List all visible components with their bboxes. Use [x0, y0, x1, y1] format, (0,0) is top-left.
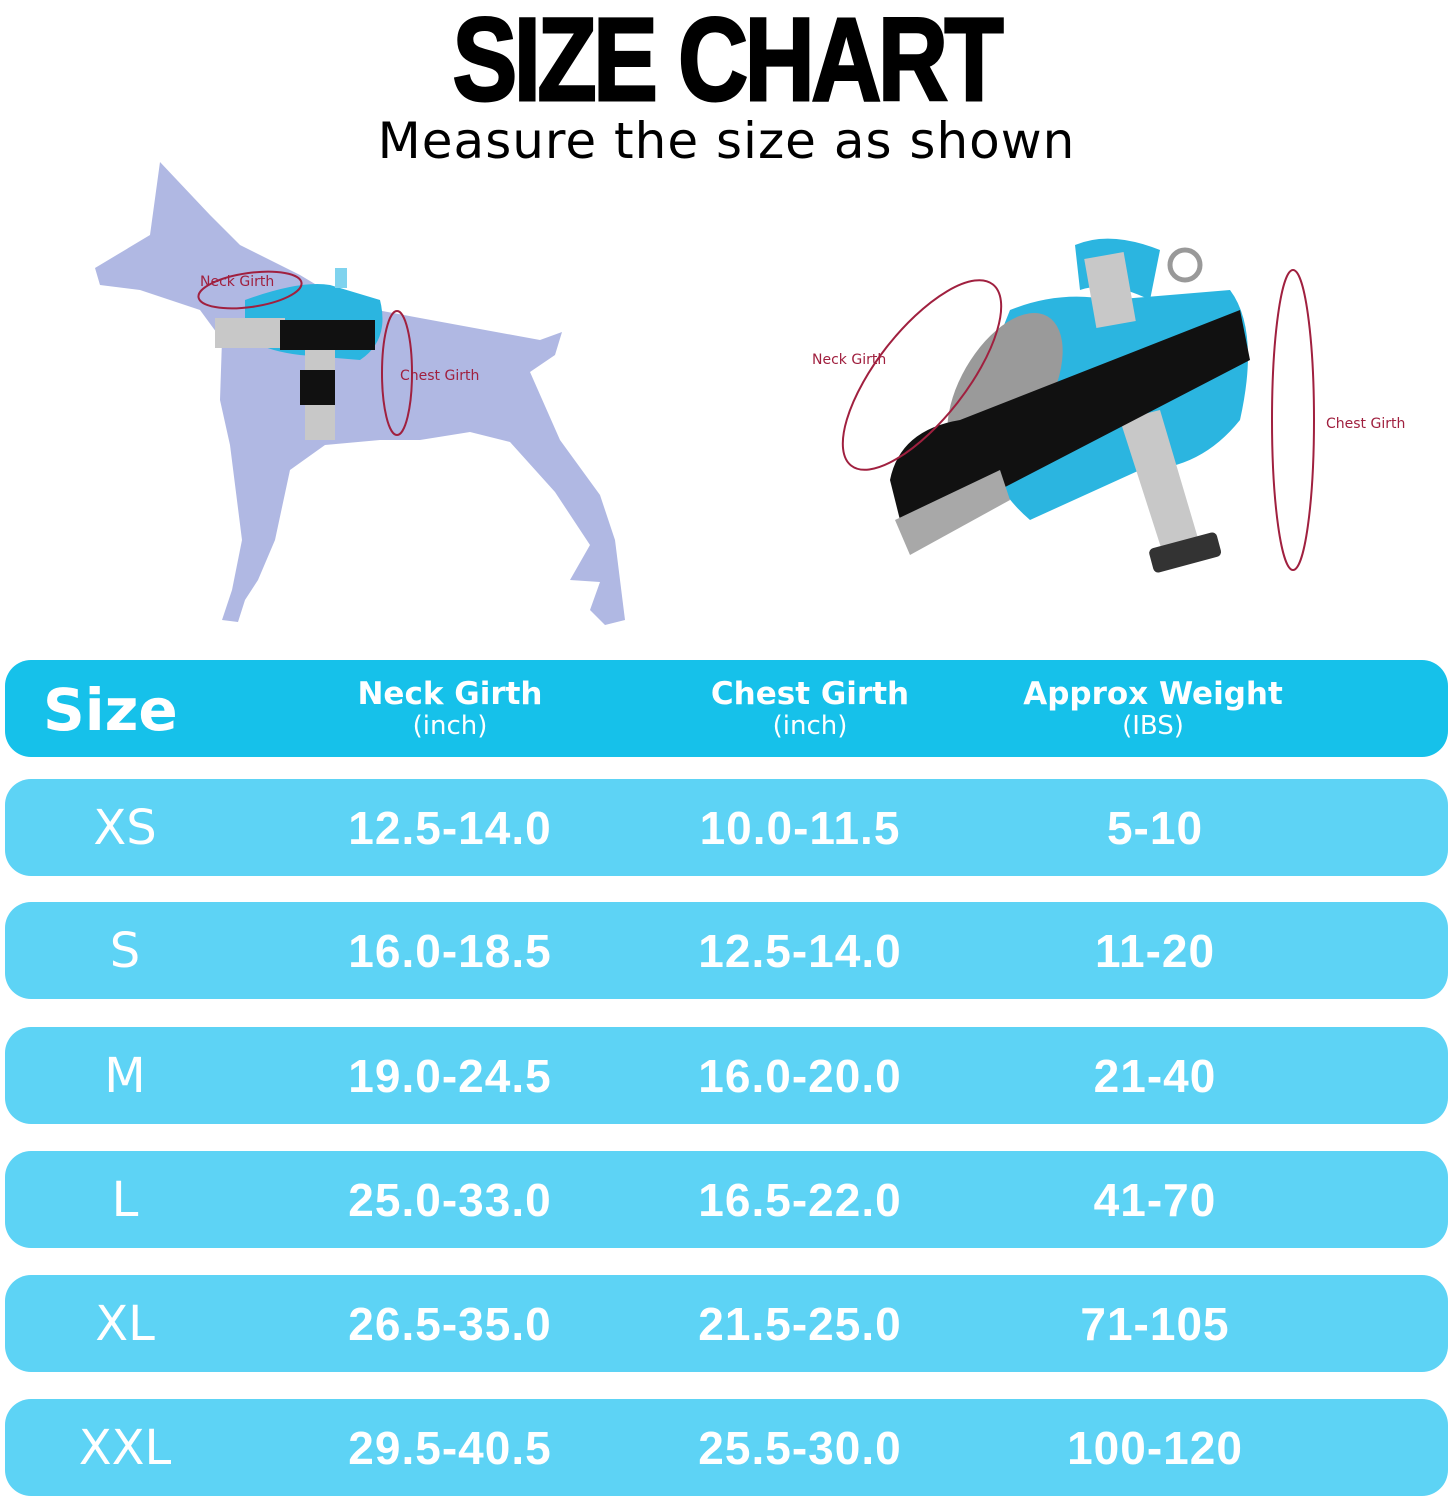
table-row: S 16.0-18.5 12.5-14.0 11-20 — [5, 902, 1448, 999]
table-header-row: Size Neck Girth (inch) Chest Girth (inch… — [5, 660, 1448, 757]
neck-girth-cell: 29.5-40.5 — [348, 1421, 552, 1474]
size-cell: S — [109, 922, 141, 979]
chest-girth-cell: 21.5-25.0 — [698, 1297, 902, 1350]
table-row: L 25.0-33.0 16.5-22.0 41-70 — [5, 1151, 1448, 1248]
size-cell: XS — [93, 799, 157, 856]
table-row: M 19.0-24.5 16.0-20.0 21-40 — [5, 1027, 1448, 1124]
header-unit: (inch) — [772, 710, 848, 741]
table-row: XL 26.5-35.0 21.5-25.0 71-105 — [5, 1275, 1448, 1372]
size-cell: L — [111, 1171, 139, 1228]
harness-neck-girth-label: Neck Girth — [812, 352, 886, 368]
header-size: Size — [43, 676, 178, 744]
header-label: Approx Weight — [1023, 675, 1283, 712]
neck-girth-cell: 26.5-35.0 — [348, 1297, 552, 1350]
page-subtitle: Measure the size as shown — [377, 112, 1076, 170]
chest-girth-cell: 16.5-22.0 — [698, 1173, 902, 1226]
harness-chest-girth-label: Chest Girth — [1326, 416, 1405, 432]
size-cell: XL — [95, 1295, 155, 1352]
dog-harness — [215, 268, 383, 440]
dog-illustration: Neck Girth Chest Girth — [95, 162, 625, 625]
chest-girth-cell: 10.0-11.5 — [699, 801, 901, 854]
table-row: XS 12.5-14.0 10.0-11.5 5-10 — [5, 779, 1448, 876]
header-label: Neck Girth — [357, 675, 543, 712]
chest-girth-marker — [381, 310, 413, 436]
header-approx-weight: Approx Weight (IBS) — [1023, 660, 1283, 757]
harness-neck-girth-marker — [841, 279, 1003, 471]
neck-girth-cell: 12.5-14.0 — [348, 801, 552, 854]
neck-girth-cell: 16.0-18.5 — [348, 924, 552, 977]
weight-cell: 71-105 — [1080, 1297, 1230, 1350]
table-row: XXL 29.5-40.5 25.5-30.0 100-120 — [5, 1399, 1448, 1496]
dog-silhouette — [95, 162, 625, 625]
chest-girth-cell: 25.5-30.0 — [698, 1421, 902, 1474]
chest-girth-cell: 16.0-20.0 — [698, 1049, 902, 1102]
header-neck-girth: Neck Girth (inch) — [357, 660, 542, 757]
size-cell: XXL — [78, 1419, 172, 1476]
page-title: SIZE CHART — [451, 0, 1005, 128]
dog-chest-girth-label: Chest Girth — [400, 368, 479, 384]
weight-cell: 21-40 — [1093, 1049, 1217, 1102]
neck-girth-marker — [197, 270, 303, 310]
header-label: Chest Girth — [710, 675, 910, 712]
chest-girth-cell: 12.5-14.0 — [698, 924, 902, 977]
harness-chest-girth-marker — [1271, 269, 1315, 571]
dog-neck-girth-label: Neck Girth — [200, 274, 274, 290]
harness-illustration: Neck Girth Chest Girth — [812, 238, 1405, 573]
weight-cell: 5-10 — [1106, 801, 1204, 854]
size-cell: M — [104, 1047, 146, 1104]
header-unit: (inch) — [412, 710, 488, 741]
neck-girth-cell: 25.0-33.0 — [348, 1173, 552, 1226]
weight-cell: 41-70 — [1093, 1173, 1217, 1226]
header-unit: (IBS) — [1122, 710, 1184, 741]
illustrations: Neck Girth Chest Girth Neck Girth Chest … — [95, 162, 1405, 625]
weight-cell: 11-20 — [1094, 924, 1216, 977]
header-chest-girth: Chest Girth (inch) — [711, 660, 909, 757]
neck-girth-cell: 19.0-24.5 — [348, 1049, 552, 1102]
weight-cell: 100-120 — [1067, 1421, 1243, 1474]
